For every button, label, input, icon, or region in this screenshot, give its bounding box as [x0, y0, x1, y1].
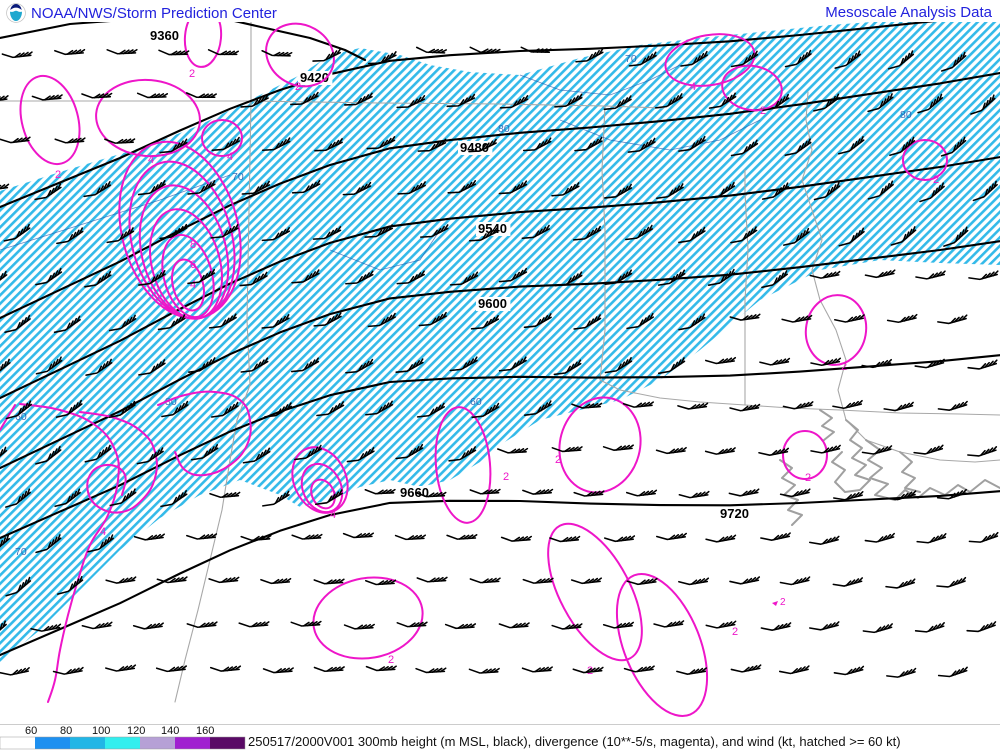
svg-text:2: 2: [55, 169, 61, 181]
svg-text:80: 80: [60, 725, 72, 737]
svg-text:160: 160: [196, 725, 214, 737]
svg-text:4: 4: [100, 526, 106, 538]
svg-text:120: 120: [127, 725, 145, 737]
svg-text:4: 4: [690, 81, 696, 93]
svg-text:2: 2: [732, 626, 738, 638]
svg-text:9600: 9600: [478, 296, 507, 311]
svg-text:80: 80: [900, 109, 912, 121]
svg-text:9420: 9420: [300, 70, 329, 85]
svg-text:4: 4: [227, 151, 233, 163]
svg-text:250517/2000V001 300mb height (: 250517/2000V001 300mb height (m MSL, bla…: [248, 734, 901, 749]
svg-text:2: 2: [388, 654, 394, 666]
svg-text:4: 4: [148, 154, 154, 166]
svg-text:2: 2: [841, 361, 847, 373]
svg-text:4: 4: [330, 509, 336, 521]
svg-text:2: 2: [295, 81, 301, 93]
svg-text:2: 2: [503, 471, 509, 483]
svg-text:140: 140: [161, 725, 179, 737]
svg-text:9720: 9720: [720, 506, 749, 521]
svg-text:2: 2: [805, 472, 811, 484]
svg-text:2: 2: [933, 174, 939, 186]
svg-text:4: 4: [190, 279, 196, 291]
svg-text:70: 70: [15, 546, 27, 558]
svg-text:2: 2: [780, 597, 786, 608]
svg-text:2: 2: [555, 454, 561, 466]
svg-text:60: 60: [470, 396, 482, 408]
svg-text:70: 70: [625, 53, 637, 65]
svg-text:6: 6: [190, 259, 196, 271]
svg-text:60: 60: [25, 725, 37, 737]
svg-text:70: 70: [232, 171, 244, 183]
svg-text:9480: 9480: [460, 140, 489, 155]
svg-text:100: 100: [92, 725, 110, 737]
svg-text:8: 8: [190, 239, 196, 251]
svg-text:9360: 9360: [150, 28, 179, 43]
svg-text:9660: 9660: [400, 485, 429, 500]
svg-text:2: 2: [189, 68, 195, 80]
